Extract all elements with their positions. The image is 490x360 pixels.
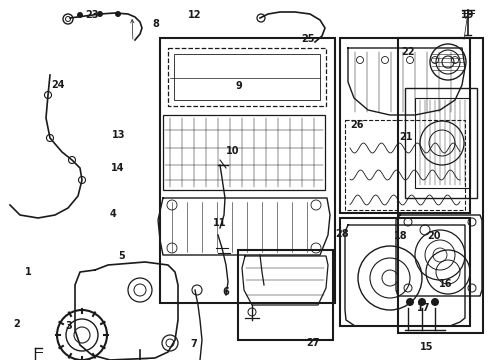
Circle shape <box>431 298 439 306</box>
Text: 21: 21 <box>399 132 413 142</box>
Text: 13: 13 <box>112 130 126 140</box>
Text: 25: 25 <box>301 34 315 44</box>
Text: 24: 24 <box>51 80 65 90</box>
Text: 20: 20 <box>427 231 441 241</box>
Text: 7: 7 <box>190 339 197 349</box>
Text: 5: 5 <box>118 251 125 261</box>
Text: 28: 28 <box>335 229 349 239</box>
Text: 15: 15 <box>419 342 433 352</box>
Circle shape <box>115 11 121 17</box>
Text: 17: 17 <box>417 303 431 313</box>
Circle shape <box>406 298 414 306</box>
Text: 11: 11 <box>213 218 226 228</box>
Text: 14: 14 <box>111 163 124 174</box>
Text: 6: 6 <box>222 287 229 297</box>
Circle shape <box>418 298 426 306</box>
Text: 10: 10 <box>226 146 240 156</box>
Bar <box>405 88 477 198</box>
Text: 16: 16 <box>439 279 453 289</box>
Bar <box>415 98 470 188</box>
Bar <box>345 120 465 210</box>
Bar <box>340 218 470 326</box>
Bar <box>238 250 333 340</box>
Text: 9: 9 <box>236 81 243 91</box>
Text: 23: 23 <box>85 10 99 20</box>
Bar <box>160 38 335 303</box>
Circle shape <box>97 11 103 17</box>
Text: 1: 1 <box>25 267 32 277</box>
Text: 4: 4 <box>109 209 116 219</box>
Text: 22: 22 <box>401 47 415 57</box>
Text: 2: 2 <box>13 319 20 329</box>
Bar <box>168 48 326 106</box>
Bar <box>340 38 470 213</box>
Text: 19: 19 <box>461 10 475 20</box>
Bar <box>398 38 483 333</box>
Text: 8: 8 <box>152 19 159 30</box>
Text: 27: 27 <box>306 338 319 348</box>
Text: 26: 26 <box>350 120 364 130</box>
Bar <box>163 115 325 190</box>
Bar <box>174 54 320 100</box>
Circle shape <box>77 12 83 18</box>
Text: 18: 18 <box>394 231 408 241</box>
Text: 12: 12 <box>188 10 202 20</box>
Text: 3: 3 <box>65 321 72 331</box>
